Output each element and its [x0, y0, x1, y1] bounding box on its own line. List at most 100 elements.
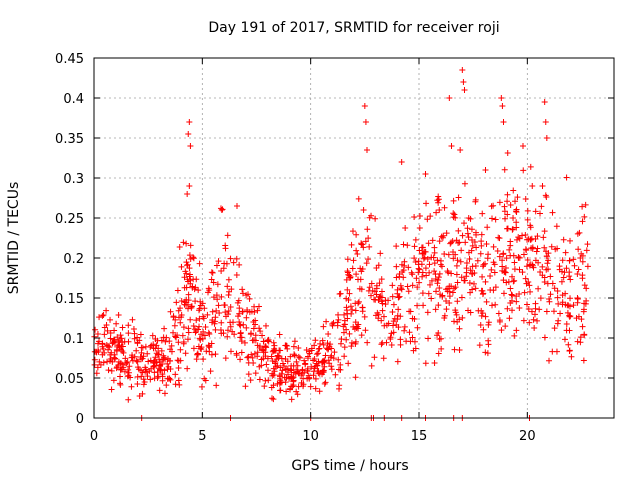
data-point — [390, 301, 397, 308]
data-point — [277, 379, 284, 386]
data-point — [439, 293, 446, 300]
data-point — [162, 338, 169, 345]
data-point — [479, 291, 486, 298]
data-point — [103, 307, 110, 314]
data-point — [416, 266, 423, 273]
data-point — [114, 334, 121, 341]
data-point — [506, 315, 513, 322]
data-point — [443, 230, 450, 237]
data-point — [397, 313, 404, 320]
data-point — [579, 258, 586, 265]
data-point — [341, 311, 348, 318]
data-point — [425, 290, 432, 297]
data-point — [432, 306, 439, 313]
data-point — [371, 354, 378, 361]
x-tick-label: 15 — [411, 429, 428, 444]
data-point — [520, 317, 527, 324]
data-point — [201, 305, 208, 312]
data-point — [488, 266, 495, 273]
data-point — [583, 297, 590, 304]
y-tick-label: 0.05 — [55, 372, 84, 387]
data-point — [105, 343, 112, 350]
data-point — [579, 323, 586, 330]
data-point — [321, 380, 328, 387]
data-point — [268, 353, 275, 360]
data-point — [435, 302, 442, 309]
data-point — [419, 273, 426, 280]
data-point — [147, 344, 154, 351]
data-point — [112, 355, 119, 362]
data-point — [478, 312, 485, 319]
data-point — [584, 241, 591, 248]
data-point — [524, 301, 531, 308]
data-point — [262, 322, 269, 329]
data-point — [441, 312, 448, 319]
data-point — [435, 199, 442, 206]
data-point — [237, 322, 244, 329]
data-point — [285, 371, 292, 378]
data-point — [484, 350, 491, 357]
data-point — [438, 345, 445, 352]
data-point — [344, 286, 351, 293]
data-point — [345, 296, 352, 303]
data-point — [221, 302, 228, 309]
data-point — [248, 330, 255, 337]
data-point — [134, 358, 141, 365]
data-point — [343, 336, 350, 343]
y-axis-label: SRMTID / TECUs — [6, 182, 22, 295]
data-point — [167, 366, 174, 373]
data-point — [163, 382, 170, 389]
data-point — [192, 329, 199, 336]
data-point — [156, 387, 163, 394]
data-point — [215, 258, 222, 265]
data-point — [288, 396, 295, 403]
data-point — [492, 216, 499, 223]
data-point — [244, 354, 251, 361]
data-point — [570, 302, 577, 309]
data-point — [196, 307, 203, 314]
data-point — [397, 282, 404, 289]
data-point — [355, 195, 362, 202]
data-point — [186, 252, 193, 259]
data-point — [227, 255, 234, 262]
chart-title: Day 191 of 2017, SRMTID for receiver roj… — [208, 20, 499, 36]
data-point — [513, 327, 520, 334]
data-point — [414, 324, 421, 331]
data-point — [492, 301, 499, 308]
data-point — [310, 372, 317, 379]
data-point — [234, 203, 240, 209]
data-point — [152, 354, 159, 361]
data-point — [134, 373, 141, 380]
data-point — [390, 322, 397, 329]
data-point — [358, 240, 365, 247]
data-point — [407, 308, 414, 315]
data-point — [263, 361, 270, 368]
x-tick-label: 5 — [198, 429, 206, 444]
data-point — [187, 316, 194, 323]
data-point — [389, 293, 396, 300]
data-point — [233, 255, 240, 262]
data-point — [472, 263, 479, 270]
data-point — [284, 358, 291, 365]
data-point — [373, 282, 380, 289]
data-point — [315, 350, 322, 357]
data-point — [279, 360, 286, 367]
data-point — [444, 288, 451, 295]
data-point — [368, 292, 375, 299]
data-point — [213, 382, 220, 389]
data-point — [548, 243, 555, 250]
data-point — [344, 268, 351, 275]
data-point — [532, 257, 539, 264]
data-point — [213, 262, 220, 269]
data-point — [270, 339, 277, 346]
data-point — [532, 300, 539, 307]
data-point — [380, 355, 387, 362]
data-point — [483, 298, 490, 305]
data-point — [482, 278, 489, 285]
data-point — [243, 324, 250, 331]
data-point — [306, 350, 313, 357]
data-point — [303, 346, 310, 353]
data-point — [190, 323, 197, 330]
data-point — [362, 327, 369, 334]
data-point — [352, 374, 359, 381]
